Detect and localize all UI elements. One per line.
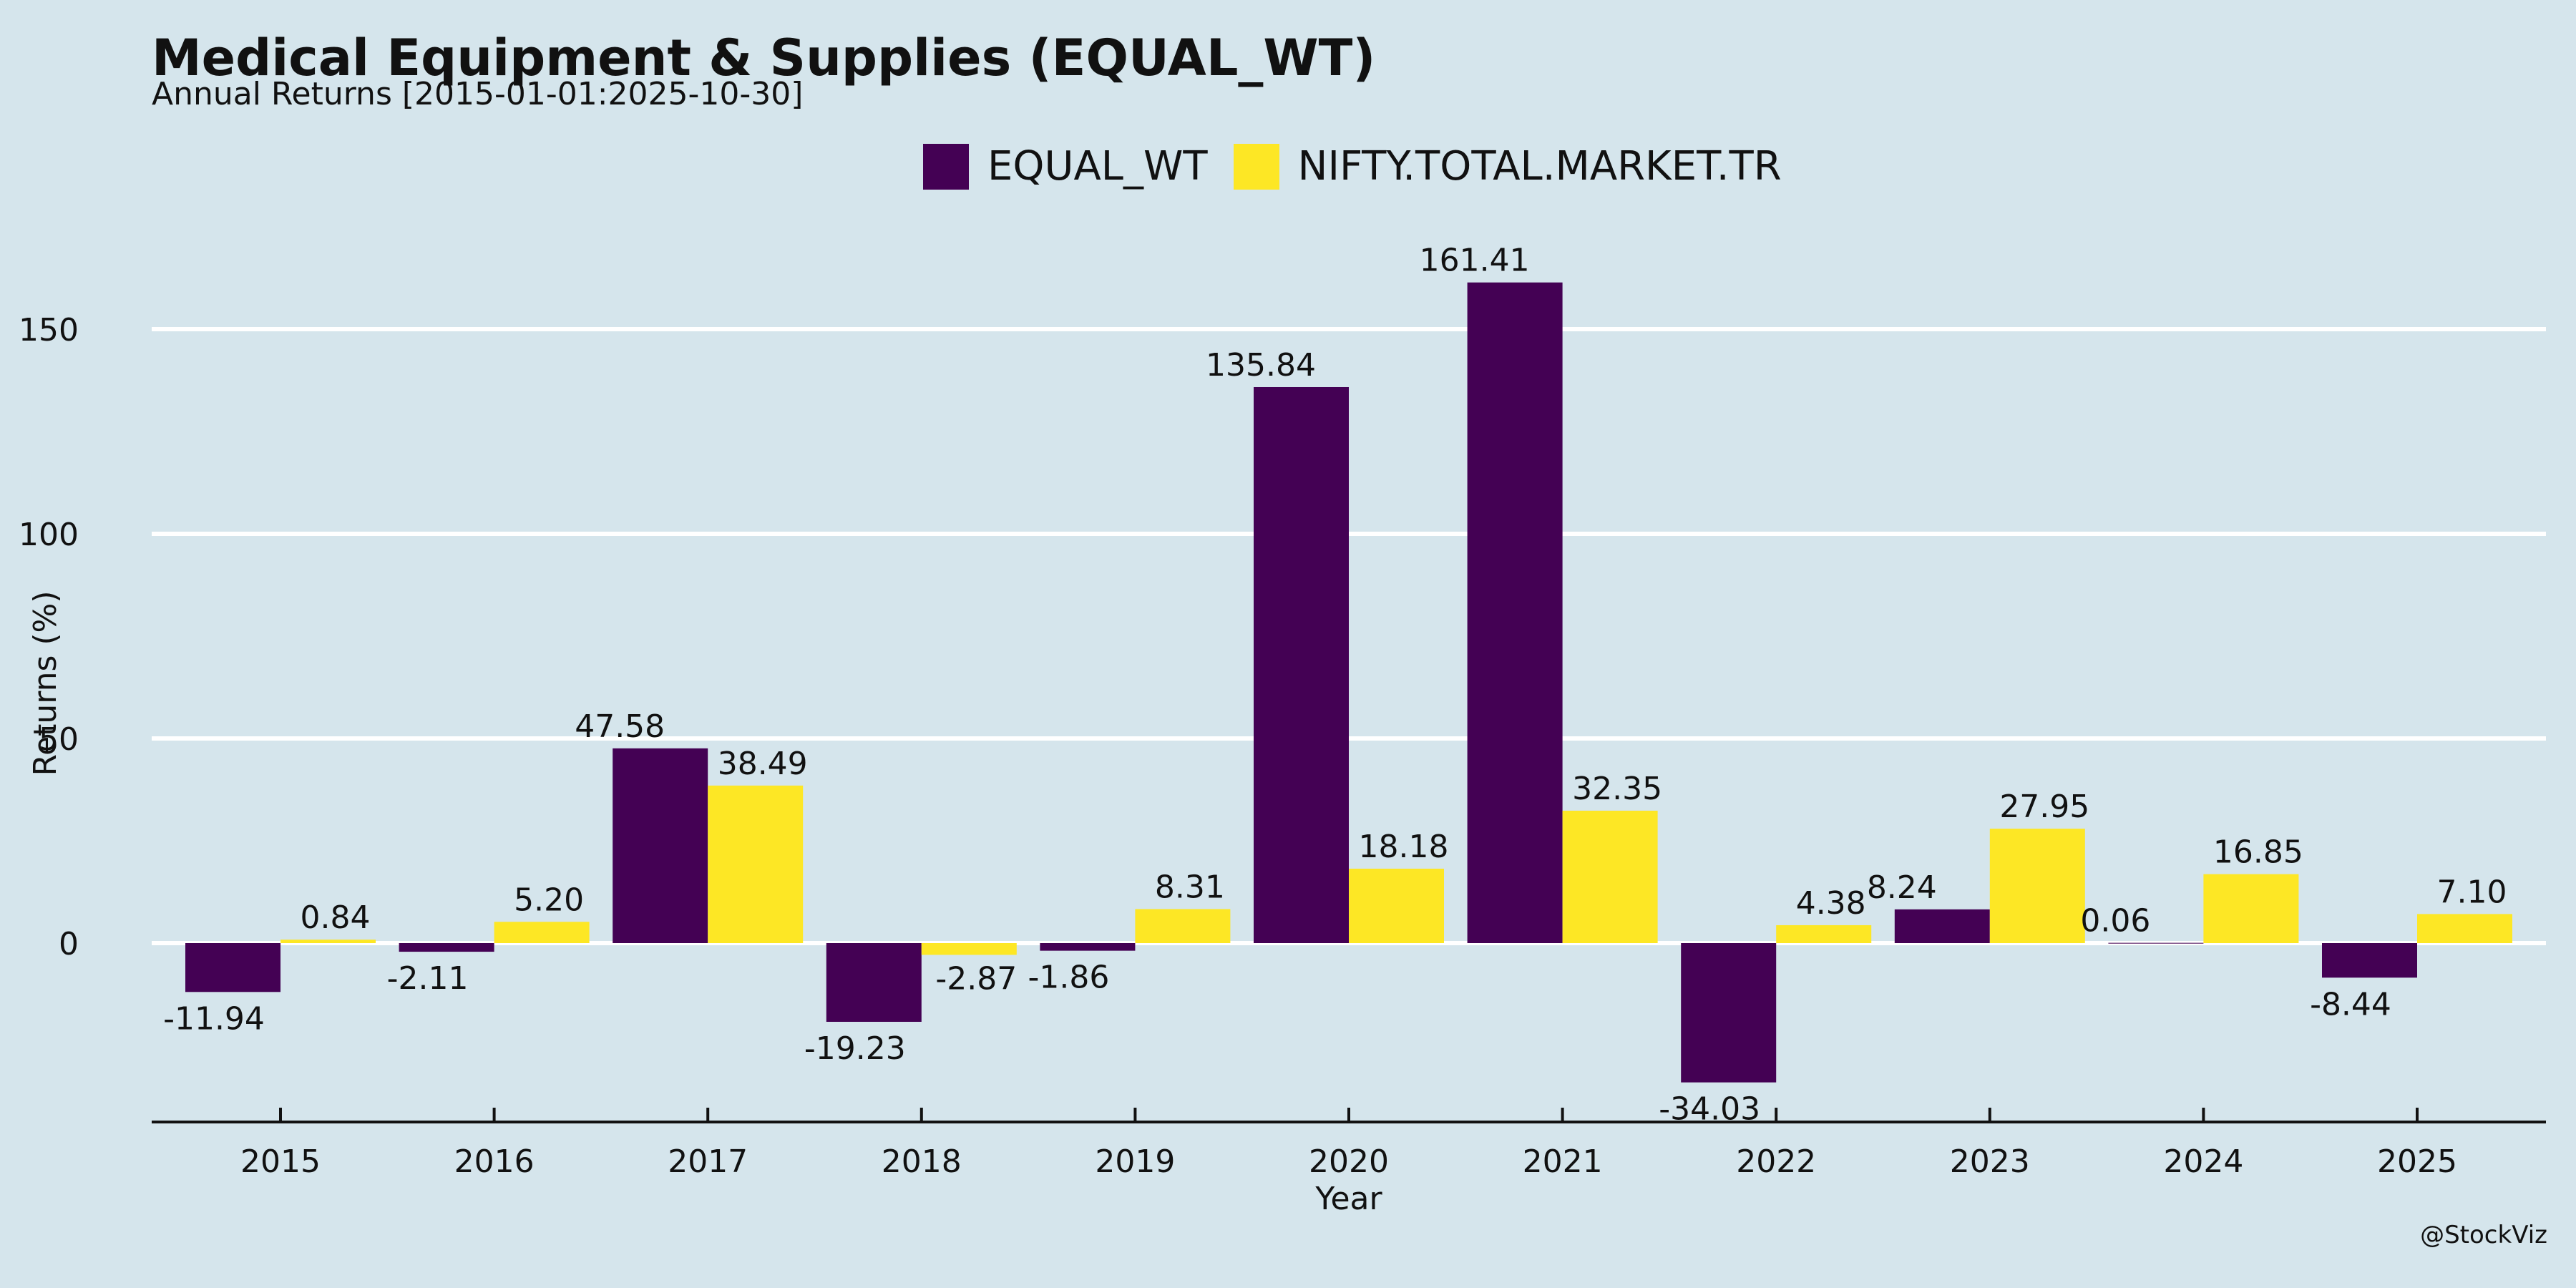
y-axis-title: Returns (%) bbox=[27, 590, 64, 776]
bar-equal-wt-2024 bbox=[2108, 942, 2204, 944]
y-tick-label: 50 bbox=[39, 721, 79, 758]
x-tick-label: 2016 bbox=[454, 1143, 535, 1180]
x-tick-label: 2017 bbox=[668, 1143, 748, 1180]
bar-nifty-2023 bbox=[1989, 829, 2085, 943]
legend: EQUAL_WT NIFTY.TOTAL.MARKET.TR bbox=[923, 143, 1789, 190]
data-label-nifty-2015: 0.84 bbox=[301, 899, 371, 936]
data-label-equal-wt-2023: 8.24 bbox=[1867, 869, 1937, 906]
data-label-equal-wt-2017: 47.58 bbox=[575, 708, 665, 745]
bar-equal-wt-2018 bbox=[826, 943, 922, 1022]
data-label-nifty-2023: 27.95 bbox=[1999, 789, 2089, 825]
bar-nifty-2017 bbox=[708, 785, 804, 943]
bar-nifty-2024 bbox=[2203, 874, 2299, 943]
chart-subtitle: Annual Returns [2015-01-01:2025-10-30] bbox=[152, 76, 804, 112]
data-label-nifty-2019: 8.31 bbox=[1155, 869, 1225, 905]
data-label-equal-wt-2019: -1.86 bbox=[1028, 960, 1109, 996]
x-tick-label: 2021 bbox=[1523, 1143, 1603, 1180]
bar-nifty-2020 bbox=[1349, 869, 1444, 943]
data-label-equal-wt-2016: -2.11 bbox=[387, 960, 469, 997]
data-label-equal-wt-2025: -8.44 bbox=[2310, 986, 2391, 1023]
bar-equal-wt-2017 bbox=[613, 748, 708, 943]
x-tick-label: 2015 bbox=[240, 1143, 321, 1180]
bar-equal-wt-2019 bbox=[1040, 943, 1136, 951]
data-label-nifty-2017: 38.49 bbox=[718, 746, 808, 782]
bar-nifty-2025 bbox=[2417, 914, 2512, 943]
bar-equal-wt-2021 bbox=[1467, 282, 1563, 943]
data-label-equal-wt-2021: 161.41 bbox=[1420, 243, 1530, 279]
x-tick-label: 2022 bbox=[1736, 1143, 1816, 1180]
data-label-nifty-2025: 7.10 bbox=[2437, 874, 2507, 910]
x-tick-label: 2019 bbox=[1095, 1143, 1175, 1180]
y-tick-label: 150 bbox=[19, 312, 79, 348]
legend-swatch-nifty bbox=[1233, 143, 1279, 190]
legend-item-equal-wt: EQUAL_WT bbox=[923, 143, 1208, 190]
data-label-nifty-2024: 16.85 bbox=[2213, 834, 2303, 871]
bar-equal-wt-2020 bbox=[1254, 386, 1349, 943]
bar-nifty-2015 bbox=[280, 940, 376, 943]
data-label-nifty-2022: 4.38 bbox=[1796, 885, 1866, 922]
bar-nifty-2018 bbox=[921, 943, 1017, 955]
x-tick-label: 2025 bbox=[2377, 1143, 2457, 1180]
bar-nifty-2021 bbox=[1562, 810, 1658, 943]
legend-item-nifty: NIFTY.TOTAL.MARKET.TR bbox=[1233, 143, 1782, 190]
chart-title: Medical Equipment & Supplies (EQUAL_WT) bbox=[152, 29, 1376, 87]
data-label-equal-wt-2015: -11.94 bbox=[163, 1000, 265, 1037]
bar-equal-wt-2025 bbox=[2322, 943, 2417, 978]
data-label-equal-wt-2018: -19.23 bbox=[804, 1030, 906, 1067]
bar-nifty-2016 bbox=[494, 922, 590, 943]
bar-nifty-2022 bbox=[1776, 924, 1872, 943]
bar-equal-wt-2016 bbox=[399, 943, 494, 952]
y-tick-label: 100 bbox=[19, 517, 79, 553]
data-label-nifty-2016: 5.20 bbox=[514, 882, 584, 918]
legend-label-equal-wt: EQUAL_WT bbox=[987, 143, 1208, 190]
x-tick-label: 2023 bbox=[1950, 1143, 2030, 1180]
data-label-equal-wt-2024: 0.06 bbox=[2080, 903, 2150, 940]
axes: 0 50 100 150 2015 2016 2017 2018 2019 2020 2021 202… bbox=[19, 312, 2546, 1217]
bars bbox=[185, 282, 2512, 1083]
x-tick-label: 2018 bbox=[882, 1143, 962, 1180]
data-label-nifty-2018: -2.87 bbox=[935, 960, 1017, 997]
bar-equal-wt-2023 bbox=[1894, 909, 1990, 943]
y-tick-label: 0 bbox=[59, 926, 79, 962]
data-label-nifty-2020: 18.18 bbox=[1359, 829, 1449, 865]
watermark: @StockViz bbox=[2420, 1221, 2547, 1249]
bar-equal-wt-2015 bbox=[185, 943, 280, 992]
x-tick-label: 2020 bbox=[1309, 1143, 1389, 1180]
bar-nifty-2019 bbox=[1135, 909, 1231, 943]
data-label-nifty-2021: 32.35 bbox=[1572, 771, 1662, 807]
x-axis-title: Year bbox=[1314, 1181, 1382, 1217]
legend-label-nifty: NIFTY.TOTAL.MARKET.TR bbox=[1297, 143, 1782, 190]
bar-equal-wt-2022 bbox=[1681, 943, 1777, 1083]
x-tick-label: 2024 bbox=[2163, 1143, 2243, 1180]
legend-swatch-equal-wt bbox=[923, 143, 969, 190]
data-label-equal-wt-2020: 135.84 bbox=[1206, 347, 1316, 384]
